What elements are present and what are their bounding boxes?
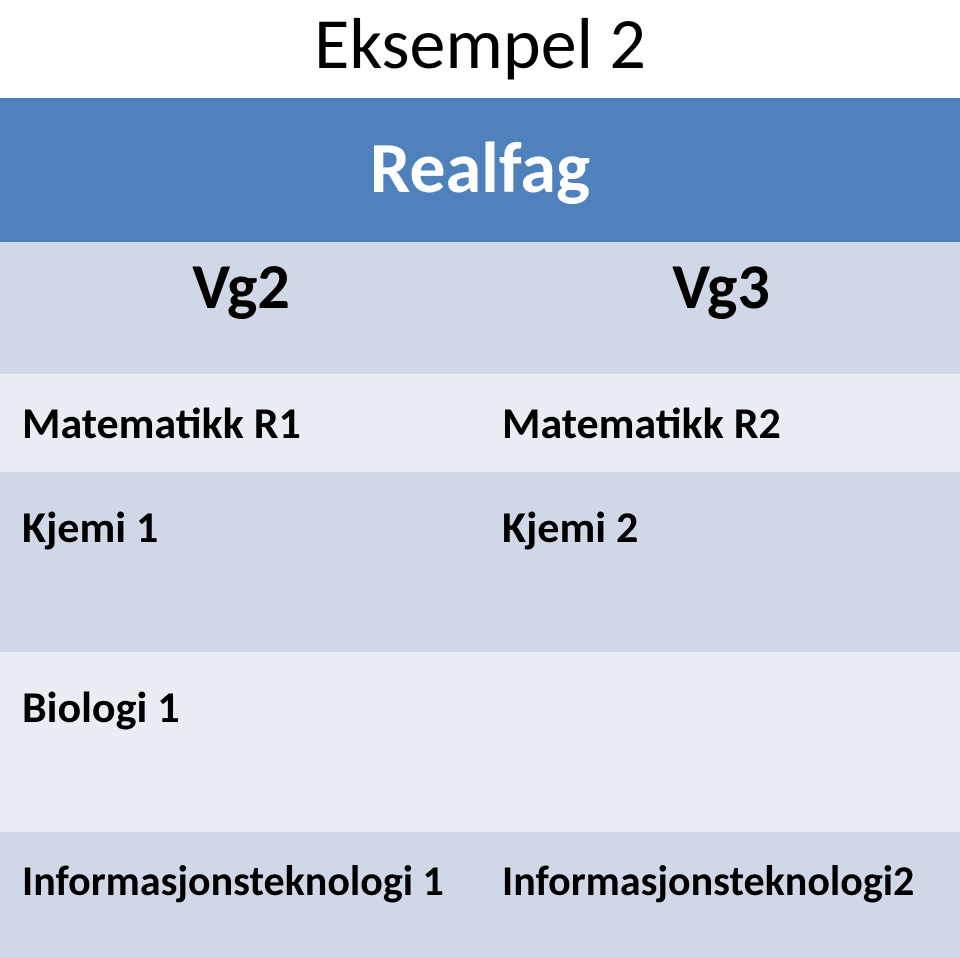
cell-right: Matematikk R2 [480, 374, 960, 472]
table-merged-header: Realfag [0, 98, 960, 242]
cell-right [480, 652, 960, 832]
col-header-left: Vg2 [0, 242, 480, 374]
table-row: Matematikk R1 Matematikk R2 [0, 374, 960, 472]
page-container: Eksempel 2 Realfag Vg2 Vg3 Matematikk R1… [0, 0, 960, 895]
cell-right: Kjemi 2 [480, 472, 960, 652]
table-header-row: Realfag [0, 98, 960, 242]
table-row: Biologi 1 [0, 652, 960, 832]
table-row: Kjemi 1 Kjemi 2 [0, 472, 960, 652]
page-title: Eksempel 2 [160, 0, 800, 88]
col-header-right: Vg3 [480, 242, 960, 374]
table-subheader-row: Vg2 Vg3 [0, 242, 960, 374]
cell-left: Matematikk R1 [0, 374, 480, 472]
cell-left: Kjemi 1 [0, 472, 480, 652]
subjects-table: Realfag Vg2 Vg3 Matematikk R1 Matematikk… [0, 98, 960, 957]
cell-left: Biologi 1 [0, 652, 480, 832]
page-title-wrap: Eksempel 2 [0, 0, 960, 98]
